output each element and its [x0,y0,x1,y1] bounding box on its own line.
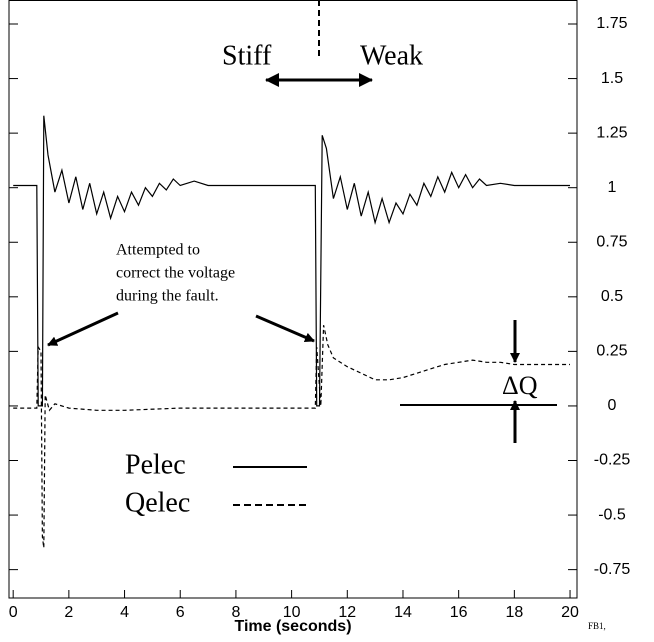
x-tick-label: 10 [283,604,301,621]
legend-label: Pelec [125,449,186,480]
delta-label: ΔQ [502,371,538,400]
y-tick-label: 0.75 [596,233,627,250]
x-tick-label: 12 [338,604,356,621]
y-tick-label: 1 [608,179,617,196]
y-tick-label: 1.75 [596,15,627,32]
y-tick-label: 0.5 [601,288,623,305]
y-tick-label: 0.25 [596,343,627,360]
arrow [255,314,315,343]
x-tick-label: 14 [394,604,412,621]
x-tick-label: 18 [505,604,523,621]
x-tick-label: 20 [561,604,579,621]
annotation-line: during the fault. [116,288,219,305]
series-line [13,325,570,548]
y-tick-label: 1.25 [596,124,627,141]
annotation-line: Attempted to [116,242,200,259]
legend-label: Qelec [125,487,190,518]
y-tick-label: -0.5 [598,506,626,523]
x-tick-label: 0 [9,604,18,621]
x-axis-label: Time (seconds) [234,618,351,635]
x-tick-label: 16 [450,604,468,621]
x-tick-label: 6 [176,604,185,621]
y-tick-label: 0 [608,397,617,414]
series-line [13,115,570,407]
stiff-label: Stiff [222,40,272,71]
y-tick-label: -0.25 [594,452,631,469]
annotation-line: correct the voltage [116,265,235,282]
x-tick-label: 2 [64,604,73,621]
y-tick-label: -0.75 [594,561,631,578]
plot-frame [8,0,578,599]
x-tick-label: 8 [231,604,240,621]
y-tick-label: 1.5 [601,70,623,87]
corner-label: FB1, [588,621,606,631]
arrow [47,311,119,347]
x-tick-label: 4 [120,604,129,621]
weak-label: Weak [360,40,423,71]
